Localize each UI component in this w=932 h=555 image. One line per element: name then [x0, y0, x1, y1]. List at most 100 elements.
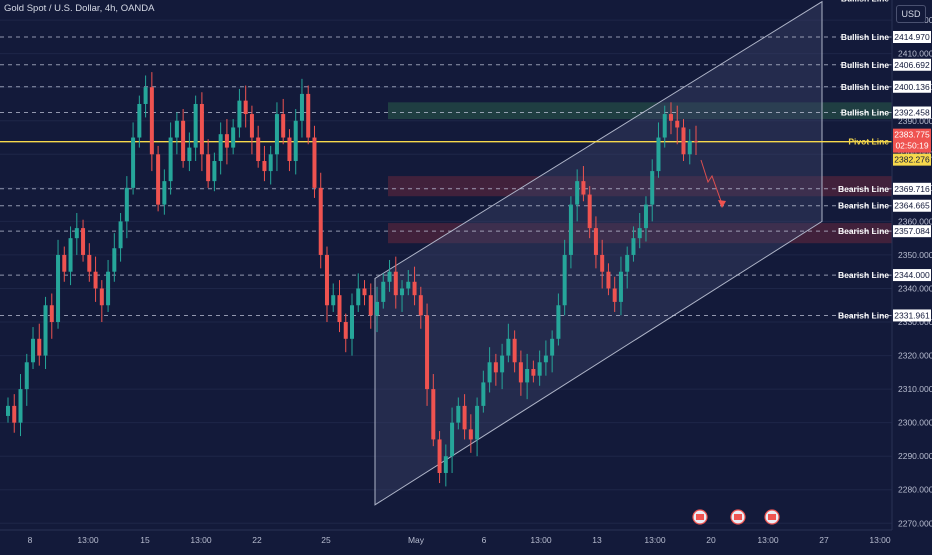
event-flag-icon — [692, 509, 708, 525]
candle-body — [650, 171, 655, 205]
candle-body — [500, 355, 505, 373]
candle — [106, 259, 111, 312]
candle-body — [293, 120, 298, 162]
projection-arrowhead — [718, 200, 726, 208]
candle-body — [493, 362, 498, 373]
candle — [262, 145, 267, 182]
level-price-box — [893, 269, 931, 282]
candle-body — [224, 134, 229, 148]
level-price-box — [893, 199, 931, 212]
y-tick-label: 2320.000 — [898, 351, 932, 361]
level-label: Bullish Line — [841, 0, 889, 3]
candle-body — [456, 405, 461, 423]
candle-body — [199, 103, 204, 155]
candle — [675, 105, 680, 145]
candle — [425, 303, 430, 406]
x-tick-label: 13:00 — [190, 535, 212, 545]
price-channel — [374, 0, 823, 506]
x-tick-label: 13:00 — [757, 535, 779, 545]
candle — [131, 122, 136, 195]
candle — [118, 213, 123, 262]
level-price-label: 2364.665 — [894, 201, 930, 211]
candle-body — [675, 120, 680, 128]
candle-body — [74, 228, 79, 239]
candle-body — [400, 288, 405, 296]
candle — [568, 196, 573, 269]
level-price-label: 2414.970 — [894, 32, 930, 42]
candle — [343, 313, 348, 353]
candle — [362, 280, 367, 306]
x-tick-label: May — [408, 535, 425, 545]
level-label: Bearish Line — [838, 270, 889, 280]
candle-body — [31, 338, 36, 363]
candle-body — [512, 338, 517, 363]
event-flag-icon — [730, 509, 746, 525]
candle-body — [462, 405, 467, 430]
x-tick-label: 25 — [321, 535, 331, 545]
candle — [337, 280, 342, 333]
candle-body — [143, 87, 148, 104]
x-tick-label: 13 — [592, 535, 602, 545]
candle — [162, 169, 167, 215]
level-price-box — [893, 106, 931, 119]
candle-body — [281, 114, 286, 138]
countdown-label: 02:50:19 — [895, 141, 928, 151]
level-price-box — [893, 80, 931, 93]
candle — [662, 105, 667, 148]
level-label: Bullish Line — [841, 82, 889, 92]
candle-body — [475, 405, 480, 440]
y-tick-label: 2270.000 — [898, 518, 932, 528]
candle-body — [375, 301, 380, 316]
candle — [287, 129, 292, 172]
level-price-label: 2369.716 — [894, 184, 930, 194]
candle — [531, 360, 536, 383]
x-tick-label: 13:00 — [644, 535, 666, 545]
level-price-label: 2331.961 — [894, 310, 930, 320]
candle — [37, 323, 42, 366]
candle-body — [156, 154, 161, 205]
candle — [237, 88, 242, 138]
candle-body — [568, 204, 573, 255]
level-label: Bullish Line — [841, 60, 889, 70]
candle — [206, 139, 211, 188]
candle — [56, 239, 61, 329]
candle-body — [299, 93, 304, 121]
candle-body — [12, 405, 17, 423]
candle-body — [93, 271, 98, 289]
candle — [650, 159, 655, 222]
candle-body — [562, 254, 567, 306]
candle — [681, 119, 686, 162]
candle-body — [131, 137, 136, 188]
candle-body — [87, 254, 92, 272]
candle-body — [149, 87, 154, 155]
candle-body — [525, 368, 530, 383]
candle — [274, 102, 279, 172]
candle-body — [531, 368, 536, 376]
candle — [24, 353, 29, 406]
current-price-label: 2383.775 — [894, 130, 930, 140]
level-price-label: 2406.692 — [894, 60, 930, 70]
candle — [306, 85, 311, 145]
candle-body — [168, 137, 173, 182]
level-price-box — [893, 182, 931, 195]
currency-button[interactable]: USD — [896, 5, 926, 23]
chart-title: Gold Spot / U.S. Dollar, 4h, OANDA — [4, 3, 155, 14]
candle — [656, 122, 661, 178]
y-tick-label: 2360.000 — [898, 216, 932, 226]
candle-body — [556, 305, 561, 339]
candle — [393, 256, 398, 309]
candle-body — [124, 187, 129, 222]
candle — [99, 280, 104, 323]
candle — [556, 293, 561, 346]
candle — [631, 226, 636, 262]
candle — [124, 176, 129, 239]
candle — [637, 213, 642, 249]
candle — [381, 273, 386, 309]
candle-body — [187, 147, 192, 162]
candle — [249, 105, 254, 155]
candle — [575, 169, 580, 222]
candle — [481, 370, 486, 413]
candle-body — [181, 120, 186, 162]
